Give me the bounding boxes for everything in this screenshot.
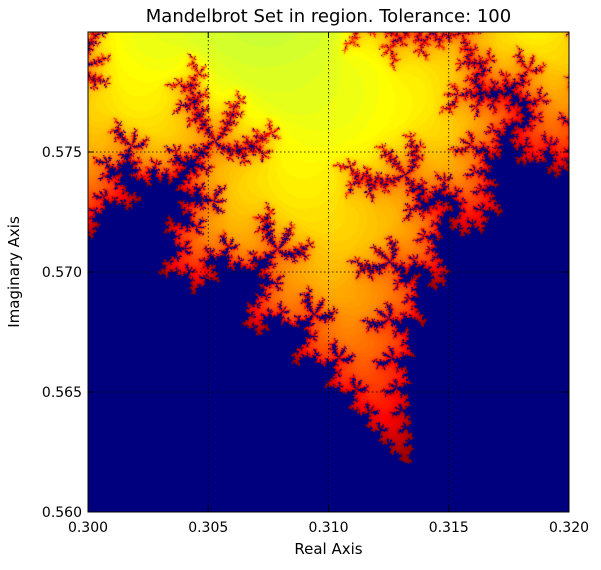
y-tick-label: 0.575 xyxy=(42,145,82,161)
x-tick-label: 0.310 xyxy=(308,520,348,536)
x-tick-label: 0.315 xyxy=(429,520,469,536)
y-tick-label: 0.565 xyxy=(42,385,82,401)
grid-lines xyxy=(88,32,569,512)
x-axis-label: Real Axis xyxy=(294,540,363,558)
chart-title: Mandelbrot Set in region. Tolerance: 100 xyxy=(145,6,512,27)
y-tick-label: 0.560 xyxy=(42,505,82,521)
x-tick-label: 0.300 xyxy=(68,520,108,536)
y-tick-label: 0.570 xyxy=(42,265,82,281)
x-axis: 0.300 0.305 0.310 0.315 0.320 xyxy=(68,32,589,536)
y-axis: 0.560 0.565 0.570 0.575 xyxy=(42,145,569,521)
y-axis-label: Imaginary Axis xyxy=(5,216,23,328)
x-tick-label: 0.305 xyxy=(188,520,228,536)
x-tick-label: 0.320 xyxy=(549,520,589,536)
